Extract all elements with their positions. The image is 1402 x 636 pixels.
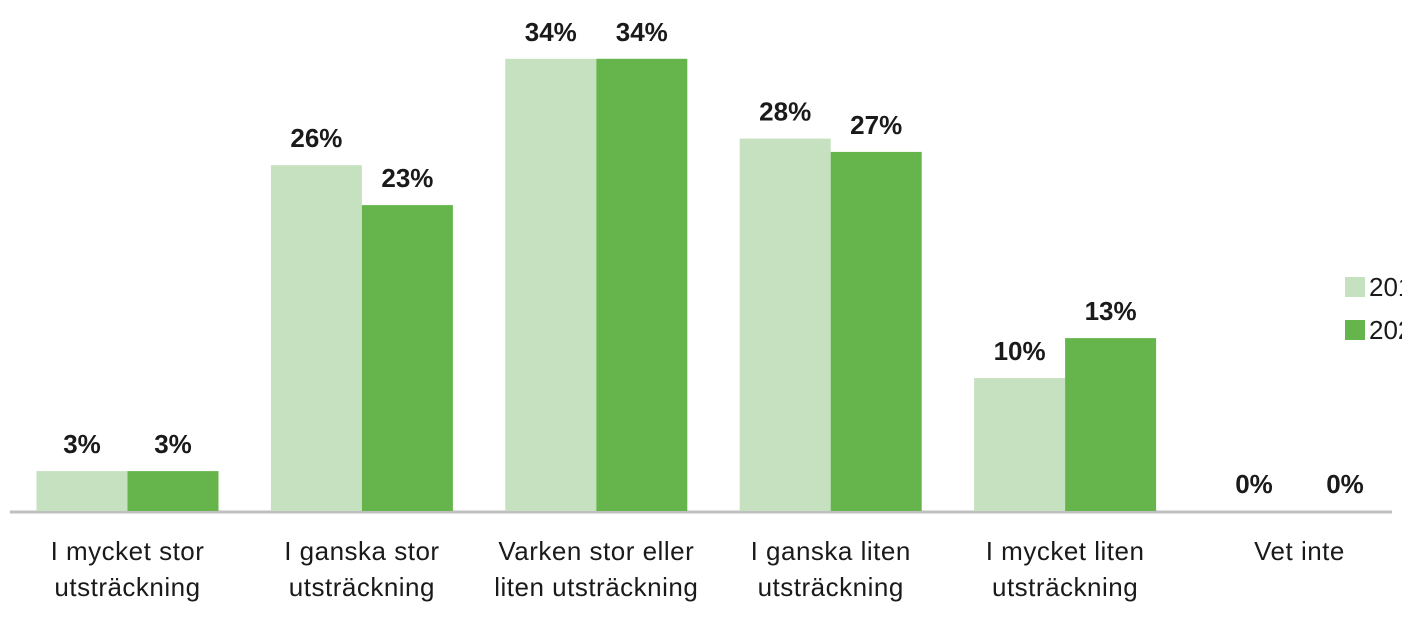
bar <box>830 151 922 511</box>
data-label: 0% <box>1235 469 1273 499</box>
data-label: 28% <box>759 97 811 127</box>
legend-label: 2019 <box>1369 272 1402 302</box>
x-tick-label: Vet inte <box>1254 536 1345 566</box>
data-label: 10% <box>994 336 1046 366</box>
legend-swatch <box>1345 277 1365 297</box>
bar <box>739 138 831 511</box>
bar <box>270 165 362 511</box>
data-label: 3% <box>63 429 101 459</box>
bar <box>974 378 1066 511</box>
x-tick-label: I mycket liten utsträckning <box>985 536 1145 602</box>
data-label: 27% <box>850 110 902 140</box>
data-label: 34% <box>616 17 668 47</box>
bar <box>361 205 453 511</box>
data-label: 34% <box>525 17 577 47</box>
legend-swatch <box>1345 320 1365 340</box>
x-tick-label: I ganska stor utsträckning <box>284 536 440 602</box>
bar <box>1065 338 1157 511</box>
x-tick-label: I mycket stor utsträckning <box>50 536 205 602</box>
bar <box>596 58 688 512</box>
x-tick-label: I ganska liten utsträckning <box>750 536 911 602</box>
data-label: 23% <box>381 163 433 193</box>
x-tick-label: Varken stor eller liten utsträckning <box>494 536 699 602</box>
data-label: 0% <box>1326 469 1364 499</box>
data-label: 3% <box>154 429 192 459</box>
data-label: 26% <box>290 123 342 153</box>
bar <box>505 58 597 512</box>
data-label: 13% <box>1085 296 1137 326</box>
bar <box>36 471 128 511</box>
bar <box>127 471 219 511</box>
